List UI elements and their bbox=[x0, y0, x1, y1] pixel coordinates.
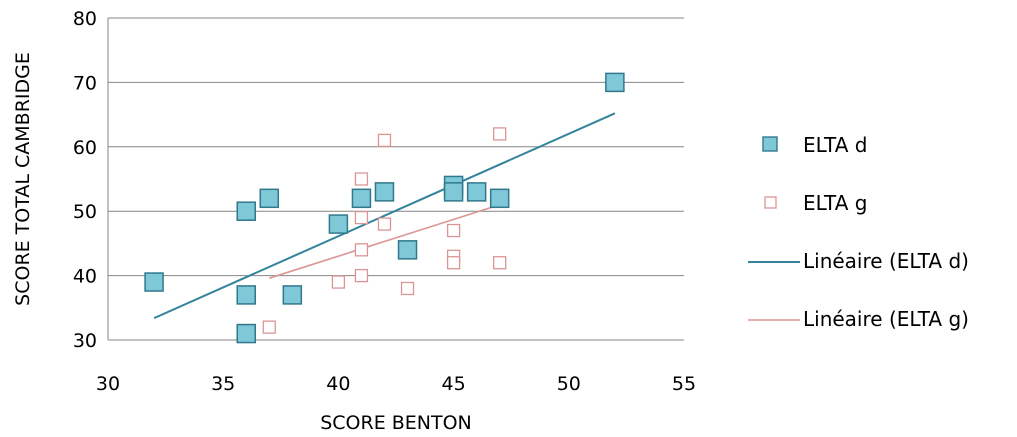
x-axis-title: SCORE BENTON bbox=[320, 412, 472, 434]
legend-marker-elta-g bbox=[764, 196, 777, 209]
x-tick-label: 40 bbox=[326, 373, 350, 395]
x-tick-label: 30 bbox=[96, 373, 120, 395]
trendlines bbox=[153, 112, 616, 320]
legend-label-trend-elta-d: Linéaire (ELTA d) bbox=[803, 249, 969, 273]
data-point-elta-g bbox=[446, 223, 461, 238]
data-point-elta-g bbox=[331, 275, 346, 289]
data-point-elta-g bbox=[354, 172, 369, 186]
data-point-elta-d bbox=[259, 188, 280, 209]
data-point-elta-d bbox=[236, 323, 256, 344]
data-point-elta-d bbox=[351, 188, 372, 209]
x-tick-label: 50 bbox=[557, 373, 581, 395]
data-point-elta-g bbox=[400, 281, 415, 296]
data-point-elta-d bbox=[489, 188, 510, 209]
data-point-elta-g bbox=[446, 256, 461, 270]
legend-label-elta-g: ELTA g bbox=[803, 191, 867, 215]
data-point-elta-d bbox=[144, 272, 164, 292]
data-point-elta-g bbox=[262, 320, 276, 334]
data-point-elta-d bbox=[397, 240, 418, 260]
data-point-elta-g bbox=[377, 217, 392, 231]
data-point-elta-d bbox=[466, 182, 487, 202]
trendline-elta-g bbox=[269, 203, 500, 279]
legend-label-trend-elta-g: Linéaire (ELTA g) bbox=[803, 307, 969, 331]
data-point-elta-g bbox=[377, 133, 392, 148]
x-tick-label: 45 bbox=[442, 373, 466, 395]
y-tick-label: 60 bbox=[73, 137, 97, 159]
data-point-elta-g bbox=[493, 127, 507, 141]
data-point-elta-d bbox=[328, 214, 349, 234]
y-axis-title: SCORE TOTAL CAMBRIDGE bbox=[12, 52, 34, 306]
data-point-elta-g bbox=[354, 268, 369, 283]
data-point-elta-d bbox=[374, 182, 395, 202]
data-point-elta-d bbox=[282, 285, 303, 305]
legend: ELTA d ELTA g Linéaire (ELTA d) Linéaire (E… bbox=[748, 133, 969, 331]
y-tick-label: 80 bbox=[73, 8, 97, 30]
data-point-elta-g bbox=[354, 210, 369, 225]
y-tick-label: 70 bbox=[73, 72, 97, 94]
legend-label-elta-d: ELTA d bbox=[803, 133, 867, 157]
legend-marker-elta-d bbox=[762, 136, 778, 152]
data-point-elta-d bbox=[236, 201, 256, 221]
data-points bbox=[144, 72, 625, 344]
data-point-elta-d bbox=[236, 285, 256, 305]
tick-labels: 30 40 50 60 70 80 30 35 40 45 50 55 bbox=[73, 8, 696, 395]
grid-lines bbox=[108, 17, 684, 341]
data-point-elta-d bbox=[443, 182, 464, 202]
y-tick-label: 50 bbox=[73, 201, 97, 223]
y-tick-label: 40 bbox=[73, 266, 97, 288]
trendline-elta-d bbox=[153, 112, 616, 320]
data-point-elta-g bbox=[354, 243, 369, 257]
y-tick-label: 30 bbox=[73, 330, 97, 352]
data-point-elta-d bbox=[605, 72, 625, 93]
x-tick-label: 55 bbox=[672, 373, 696, 395]
data-point-elta-g bbox=[493, 256, 507, 270]
x-tick-label: 35 bbox=[211, 373, 235, 395]
